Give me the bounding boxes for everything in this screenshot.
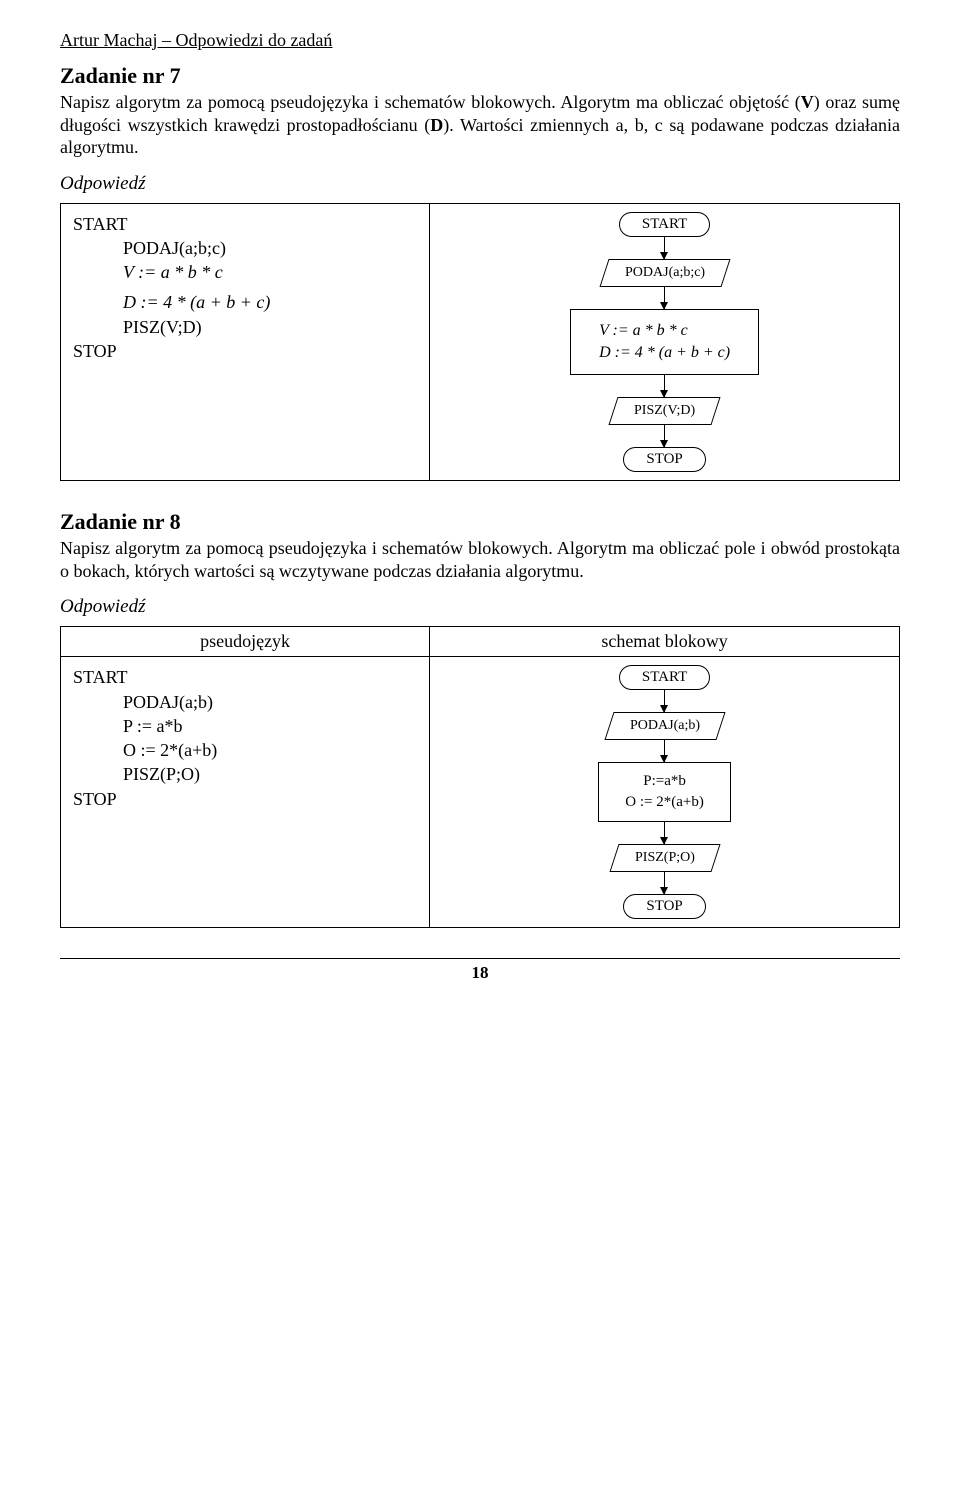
task8-col-left-header: pseudojęzyk xyxy=(61,627,430,657)
pseudo-pisz: PISZ(P;O) xyxy=(73,762,417,786)
pseudo-stop: STOP xyxy=(73,339,417,363)
task8-body: Napisz algorytm za pomocą pseudojęzyka i… xyxy=(60,537,900,582)
task7-body-prefix: Napisz algorytm za pomocą pseudojęzyka i… xyxy=(60,92,801,112)
flow-input-text: PODAJ(a;b;c) xyxy=(625,265,705,281)
page: Artur Machaj – Odpowiedzi do zadań Zadan… xyxy=(0,0,960,1003)
flow-arrow xyxy=(664,425,665,447)
flow-input: PODAJ(a;b) xyxy=(604,712,725,740)
flow-input: PODAJ(a;b;c) xyxy=(599,259,730,287)
pseudo-podaj: PODAJ(a;b;c) xyxy=(73,236,417,260)
task8-title: Zadanie nr 8 xyxy=(60,509,900,535)
task8-answer-label: Odpowiedź xyxy=(60,596,900,618)
pseudo-o: O := 2*(a+b) xyxy=(73,738,417,762)
flow-arrow xyxy=(664,740,665,762)
flow-arrow xyxy=(664,690,665,712)
task7-flowchart: START PODAJ(a;b;c) V := a * b * c D := 4… xyxy=(430,203,900,481)
task7-body-d: D xyxy=(430,115,443,135)
pseudo-start: START xyxy=(73,212,417,236)
flow-input-text: PODAJ(a;b) xyxy=(630,718,700,734)
flow-proc1: P:=a*b xyxy=(625,771,704,792)
task7-pseudocode: START PODAJ(a;b;c) V := a * b * c D := 4… xyxy=(73,212,417,364)
flow-output-text: PISZ(P;O) xyxy=(635,850,695,866)
flow-arrow xyxy=(664,872,665,894)
flow-start: START xyxy=(619,212,710,237)
flow-arrow xyxy=(664,822,665,844)
flow-stop: STOP xyxy=(623,447,705,472)
flow-process: V := a * b * c D := 4 * (a + b + c) xyxy=(570,309,759,376)
flow-output: PISZ(V;D) xyxy=(608,397,720,425)
task7-table: START PODAJ(a;b;c) V := a * b * c D := 4… xyxy=(60,203,900,482)
task8-pseudocode: START PODAJ(a;b) P := a*b O := 2*(a+b) P… xyxy=(73,665,417,811)
flow-arrow xyxy=(664,375,665,397)
flow-output-text: PISZ(V;D) xyxy=(634,403,695,419)
task8-table: pseudojęzyk schemat blokowy START PODAJ(… xyxy=(60,626,900,928)
flow-proc1: V := a * b * c xyxy=(599,320,730,342)
flow-output: PISZ(P;O) xyxy=(609,844,720,872)
task7-title: Zadanie nr 7 xyxy=(60,63,900,89)
flow-stop: STOP xyxy=(623,894,705,919)
page-header: Artur Machaj – Odpowiedzi do zadań xyxy=(60,30,900,51)
task8-flowchart: START PODAJ(a;b) P:=a*b O := 2*(a+b) PIS… xyxy=(430,657,900,928)
flow-arrow xyxy=(664,237,665,259)
flow-arrow xyxy=(664,287,665,309)
page-number-wrap: 18 xyxy=(60,952,900,983)
flow-start: START xyxy=(619,665,710,690)
pseudo-podaj: PODAJ(a;b) xyxy=(73,690,417,714)
task8-col-right-header: schemat blokowy xyxy=(430,627,900,657)
pseudo-d: D := 4 * (a + b + c) xyxy=(73,290,417,314)
pseudo-start: START xyxy=(73,665,417,689)
pseudo-stop: STOP xyxy=(73,787,417,811)
pseudo-p: P := a*b xyxy=(73,714,417,738)
flow-proc2: O := 2*(a+b) xyxy=(625,792,704,813)
pseudo-pisz: PISZ(V;D) xyxy=(73,315,417,339)
flow-proc2: D := 4 * (a + b + c) xyxy=(599,342,730,364)
page-number: 18 xyxy=(60,958,900,983)
task7-body-v: V xyxy=(801,92,814,112)
task7-body: Napisz algorytm za pomocą pseudojęzyka i… xyxy=(60,91,900,159)
task7-answer-label: Odpowiedź xyxy=(60,173,900,195)
flow-process: P:=a*b O := 2*(a+b) xyxy=(598,762,731,822)
pseudo-v: V := a * b * c xyxy=(73,260,417,284)
